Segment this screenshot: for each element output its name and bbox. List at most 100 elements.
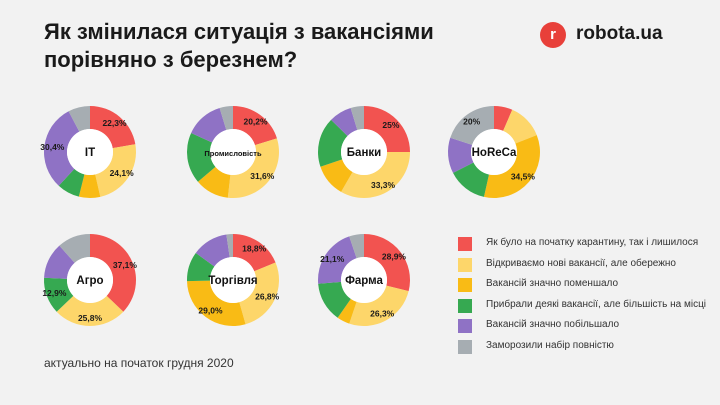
legend-item: Вакансій значно побільшало — [458, 316, 718, 336]
donut-hole — [210, 257, 256, 303]
slice-агро-3 — [44, 277, 74, 312]
data-label-агро-0: 37,1% — [113, 260, 138, 270]
slice-фарма-5 — [349, 234, 364, 259]
slice-промисловість-4 — [191, 107, 227, 143]
data-label-торгівля-2: 29,0% — [198, 306, 223, 316]
slice-агро-0 — [90, 234, 137, 312]
data-label-агро-1: 25,8% — [78, 313, 103, 323]
data-label-фарма-0: 28,9% — [382, 252, 407, 262]
data-label-it-4: 30,4% — [40, 142, 65, 152]
donut-it: 22,3% 24,1% 30,4% IT — [40, 106, 137, 198]
slice-промисловість-1 — [227, 138, 279, 198]
data-label-horeca-2: 34,5% — [511, 172, 536, 182]
data-label-it-0: 22,3% — [102, 118, 127, 128]
chart-title-it: IT — [85, 147, 95, 159]
data-label-торгівля-0: 18,8% — [242, 243, 267, 253]
legend-label: Прибрали деякі вакансії, але більшість н… — [486, 298, 707, 310]
slice-it-4 — [43, 111, 80, 186]
data-label-торгівля-1: 26,8% — [255, 292, 280, 302]
data-label-промисловість-0: 20,2% — [243, 116, 268, 126]
legend-swatch — [458, 319, 472, 334]
data-label-фарма-1: 26,3% — [370, 308, 395, 318]
slice-horeca-5 — [450, 106, 494, 145]
slice-банки-1 — [341, 152, 410, 199]
chart-title-фарма: Фарма — [345, 275, 383, 287]
data-label-агро-3: 12,9% — [42, 288, 67, 298]
legend-swatch — [458, 257, 472, 272]
data-label-банки-1: 33,3% — [371, 180, 396, 190]
chart-title-промисловість: Промисловість — [204, 149, 262, 158]
legend-item: Заморозили набір повністю — [458, 337, 718, 357]
slice-торгівля-3 — [187, 252, 215, 282]
donut-hole — [210, 129, 256, 175]
slice-фарма-2 — [337, 298, 357, 324]
legend-swatch — [458, 237, 472, 251]
legend-swatch — [458, 278, 472, 293]
donut-торгівля: 18,8% 26,8% 29,0% Торгівля — [187, 234, 280, 326]
slice-банки-3 — [318, 119, 348, 167]
slice-it-5 — [68, 106, 90, 132]
data-label-фарма-4: 21,1% — [320, 254, 345, 264]
legend-swatch — [458, 298, 472, 313]
data-label-банки-0: 25% — [382, 120, 399, 130]
title-line-2: порівняно з березнем? — [44, 47, 298, 72]
legend-label: Заморозили набір повністю — [486, 339, 614, 351]
chart-title-агро: Агро — [76, 275, 103, 287]
slice-банки-2 — [320, 159, 353, 192]
donut-hole — [341, 129, 387, 175]
slice-банки-4 — [331, 107, 358, 136]
donut-hole — [67, 257, 113, 303]
slice-промисловість-3 — [187, 132, 216, 182]
slice-horeca-2 — [483, 135, 540, 198]
page-title: Як змінилася ситуація з вакансіями порів… — [44, 18, 484, 74]
donut-hole — [67, 129, 113, 175]
slice-торгівля-4 — [195, 234, 230, 267]
data-label-it-1: 24,1% — [110, 168, 135, 178]
legend-label: Вакансій значно поменшало — [486, 278, 619, 290]
slice-фарма-1 — [349, 285, 409, 326]
slice-фарма-3 — [318, 281, 351, 318]
slice-банки-0 — [364, 106, 410, 152]
slice-торгівля-5 — [226, 234, 233, 258]
title-line-1: Як змінилася ситуація з вакансіями — [44, 19, 434, 44]
slice-агро-5 — [59, 234, 90, 263]
logo-icon: r — [540, 22, 566, 48]
slice-horeca-3 — [453, 162, 489, 197]
legend-item: Як було на початку карантину, так і лиши… — [458, 234, 718, 254]
slice-торгівля-1 — [239, 262, 279, 325]
chart-title-horeca: HoReCa — [472, 147, 517, 159]
donut-промисловість: 20,2% 31,6% Промисловість — [187, 106, 279, 198]
slice-промисловість-0 — [233, 106, 277, 146]
donut-фарма: 28,9% 26,3% 21,1% Фарма — [318, 234, 410, 326]
legend: Як було на початку карантину, так і лиши… — [458, 234, 718, 358]
slice-it-3 — [58, 168, 85, 197]
slice-агро-1 — [56, 295, 124, 326]
donut-агро: 37,1% 25,8% 12,9% Агро — [42, 234, 137, 326]
slice-торгівля-2 — [187, 280, 246, 326]
slice-it-1 — [95, 144, 137, 197]
legend-label: Вакансій значно побільшало — [486, 319, 620, 331]
donut-hole — [341, 257, 387, 303]
data-label-horeca-5: 20% — [463, 116, 480, 126]
slice-торгівля-0 — [233, 234, 276, 272]
slice-horeca-0 — [494, 106, 513, 131]
footnote: актуально на початок грудня 2020 — [44, 356, 234, 370]
slice-фарма-0 — [364, 234, 410, 292]
slice-it-2 — [78, 174, 101, 198]
donut-банки: 25% 33,3% Банки — [318, 106, 410, 199]
slice-промисловість-2 — [197, 166, 231, 198]
slice-horeca-4 — [448, 137, 474, 173]
logo-text: robota.ua — [576, 23, 663, 44]
legend-item: Прибрали деякі вакансії, але більшість н… — [458, 296, 718, 316]
slice-агро-4 — [44, 245, 75, 279]
slice-банки-5 — [350, 106, 364, 130]
legend-label: Відкриваємо нові вакансії, але обережно — [486, 257, 676, 269]
slice-horeca-1 — [503, 109, 537, 144]
donut-hole — [471, 129, 517, 175]
slice-it-0 — [90, 106, 136, 149]
chart-title-торгівля: Торгівля — [208, 275, 257, 287]
donut-horeca: 34,5% 20% HoReCa — [448, 106, 540, 198]
legend-label: Як було на початку карантину, так і лиши… — [486, 237, 699, 248]
legend-item: Відкриваємо нові вакансії, але обережно — [458, 255, 718, 275]
